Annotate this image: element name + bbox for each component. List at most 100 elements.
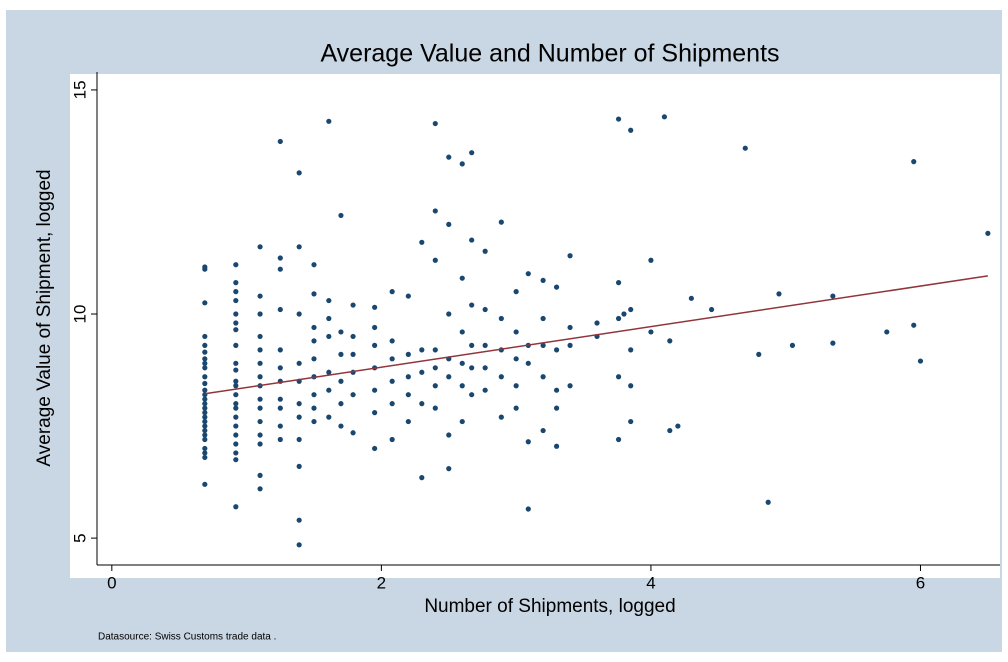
point xyxy=(311,338,317,344)
point xyxy=(446,221,452,227)
point xyxy=(202,374,208,380)
point xyxy=(513,289,519,295)
point xyxy=(459,161,465,167)
point xyxy=(296,360,302,366)
point xyxy=(372,387,378,393)
point xyxy=(830,293,836,299)
point xyxy=(469,302,475,308)
point xyxy=(233,401,239,407)
point xyxy=(338,378,344,384)
y-tick-label: 15 xyxy=(70,80,89,99)
point xyxy=(277,396,283,402)
point xyxy=(202,387,208,393)
point xyxy=(540,315,546,322)
point xyxy=(419,369,425,375)
point xyxy=(233,320,239,326)
point xyxy=(469,392,475,398)
point xyxy=(233,297,239,304)
point xyxy=(296,542,302,548)
point xyxy=(326,414,332,420)
point xyxy=(513,356,519,362)
point xyxy=(459,383,465,389)
point xyxy=(296,170,302,176)
point xyxy=(372,445,378,452)
point xyxy=(233,280,239,286)
point xyxy=(202,414,208,420)
point xyxy=(257,432,263,438)
point xyxy=(459,418,465,425)
point xyxy=(296,517,302,523)
point xyxy=(446,154,452,160)
point xyxy=(917,358,924,364)
point xyxy=(311,405,317,411)
point xyxy=(257,333,263,340)
point xyxy=(326,118,332,124)
point xyxy=(615,374,622,380)
point xyxy=(667,427,673,434)
point xyxy=(765,499,771,505)
point xyxy=(513,405,519,411)
point xyxy=(202,450,208,456)
point xyxy=(432,257,438,263)
point xyxy=(233,383,239,389)
point xyxy=(628,383,634,389)
point xyxy=(277,255,283,261)
point xyxy=(432,347,438,353)
point xyxy=(233,327,239,333)
point xyxy=(389,356,395,362)
point xyxy=(525,360,531,366)
point xyxy=(311,324,317,331)
point xyxy=(648,329,654,335)
point xyxy=(469,150,475,156)
point xyxy=(553,443,560,449)
point xyxy=(911,159,917,165)
fit-line xyxy=(204,275,988,395)
point xyxy=(459,275,465,281)
point xyxy=(540,342,546,348)
point xyxy=(742,145,748,151)
point xyxy=(432,208,438,214)
point xyxy=(621,311,627,317)
point xyxy=(389,289,395,295)
point xyxy=(350,430,356,436)
point xyxy=(277,423,283,429)
point xyxy=(257,441,263,447)
point xyxy=(233,289,239,295)
point xyxy=(338,423,344,429)
point xyxy=(202,445,208,452)
point xyxy=(405,374,411,380)
point xyxy=(296,414,302,420)
point xyxy=(553,387,560,393)
point xyxy=(756,351,762,357)
point xyxy=(525,439,531,445)
point xyxy=(233,441,239,447)
point xyxy=(615,280,622,286)
point xyxy=(277,405,283,411)
point xyxy=(372,410,378,416)
point xyxy=(482,306,488,313)
point xyxy=(257,360,263,366)
point xyxy=(648,257,654,263)
point xyxy=(789,342,796,348)
point xyxy=(233,414,239,420)
y-axis-label: Average Value of Shipment, logged xyxy=(34,169,55,466)
point xyxy=(277,266,283,272)
point xyxy=(525,271,531,277)
point xyxy=(202,380,208,387)
point xyxy=(202,405,208,411)
point xyxy=(459,360,465,366)
point xyxy=(326,315,332,322)
point xyxy=(628,418,634,425)
point xyxy=(338,401,344,407)
point xyxy=(419,401,425,407)
point xyxy=(326,369,332,375)
point xyxy=(405,351,411,357)
point xyxy=(233,367,239,373)
point xyxy=(202,333,208,340)
plot-region xyxy=(70,74,1000,578)
point xyxy=(233,392,239,398)
point xyxy=(469,365,475,371)
point xyxy=(389,338,395,344)
x-tick-label: 0 xyxy=(107,573,116,592)
point xyxy=(405,418,411,425)
